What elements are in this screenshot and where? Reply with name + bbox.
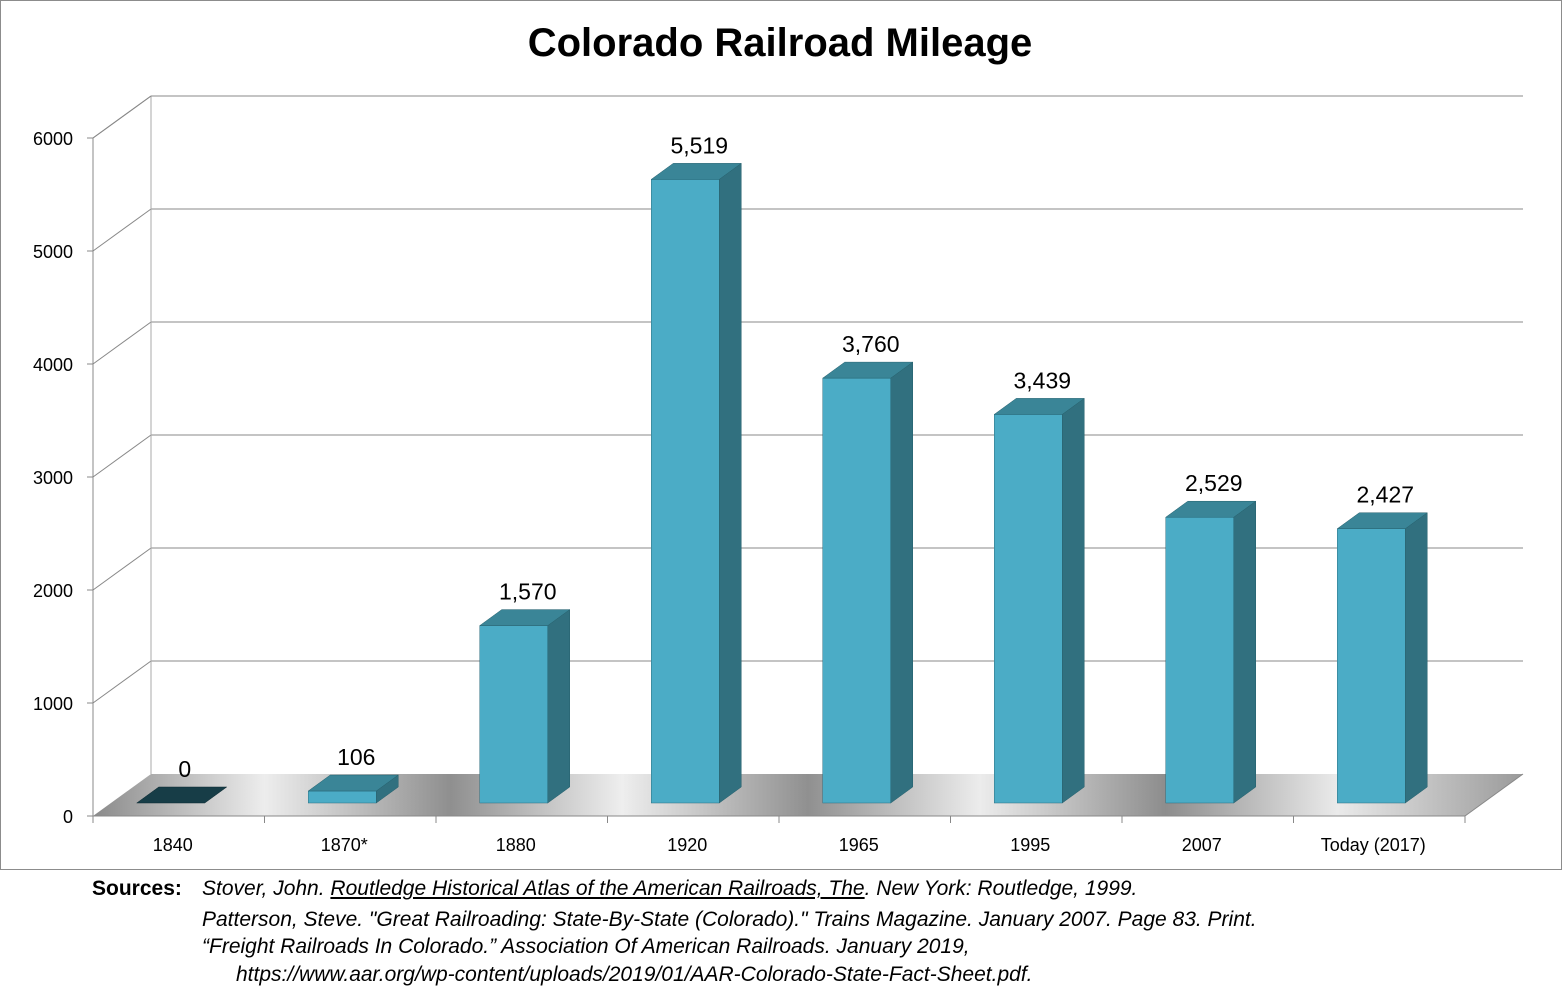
data-label: 0 bbox=[178, 756, 191, 782]
x-tick-label: 1920 bbox=[667, 835, 707, 855]
x-tick-label: 1840 bbox=[153, 835, 193, 855]
source-1-title: Routledge Historical Atlas of the Americ… bbox=[330, 877, 865, 900]
source-line-4: https://www.aar.org/wp-content/uploads/2… bbox=[236, 963, 1033, 986]
gridline-side bbox=[92, 95, 152, 139]
source-line-1: Stover, John. Routledge Historical Atlas… bbox=[202, 877, 1137, 901]
source-1-author: Stover, John. bbox=[202, 877, 331, 900]
data-label: 2,427 bbox=[1356, 482, 1414, 508]
bar-side bbox=[890, 361, 913, 804]
bar-top bbox=[821, 361, 914, 379]
bar-front bbox=[1337, 528, 1406, 804]
bar-top bbox=[993, 398, 1086, 415]
sources-label: Sources: bbox=[92, 877, 182, 900]
gridline-side bbox=[92, 434, 152, 478]
data-label: 2,529 bbox=[1185, 470, 1243, 496]
x-tick-label: 1995 bbox=[1010, 835, 1050, 855]
chart: Colorado Railroad Mileage 0 1000 2000 3000 40… bbox=[0, 0, 1562, 870]
bar-top bbox=[307, 774, 400, 792]
y-tick-label: 5000 bbox=[33, 242, 73, 262]
source-1-publisher: . New York: Routledge, 1999. bbox=[864, 877, 1138, 900]
bar-top bbox=[1164, 500, 1257, 518]
data-label: 1,570 bbox=[499, 579, 557, 605]
x-tick-label: 1870* bbox=[321, 835, 368, 855]
x-tick-label: Today (2017) bbox=[1321, 835, 1426, 855]
y-tick-label: 1000 bbox=[33, 694, 73, 714]
gridline-side bbox=[92, 208, 152, 252]
gridline-side bbox=[92, 660, 152, 704]
data-label: 3,760 bbox=[842, 331, 900, 357]
bar-side bbox=[719, 162, 742, 804]
y-tick-label: 3000 bbox=[33, 468, 73, 488]
bar-top bbox=[1336, 512, 1429, 529]
y-tick-label: 6000 bbox=[33, 129, 73, 149]
chart-frame: Colorado Railroad Mileage 0 1000 2000 3000 40… bbox=[0, 0, 1562, 870]
bar-front bbox=[651, 179, 720, 804]
bar-top bbox=[650, 163, 743, 180]
chart-floor bbox=[93, 774, 1523, 816]
y-tick-label: 0 bbox=[63, 807, 73, 827]
bar-side bbox=[547, 609, 570, 804]
y-tick-label: 4000 bbox=[33, 355, 73, 375]
gridline-side bbox=[92, 547, 152, 591]
bar-top bbox=[478, 609, 571, 626]
bar-front bbox=[1165, 516, 1234, 804]
data-label: 5,519 bbox=[670, 132, 728, 158]
x-tick-label: 1880 bbox=[496, 835, 536, 855]
x-tick-label: 1965 bbox=[839, 835, 879, 855]
bar-front bbox=[822, 377, 891, 804]
bar-side bbox=[1233, 500, 1256, 804]
bar-top bbox=[135, 786, 228, 804]
y-tick-label: 2000 bbox=[33, 581, 73, 601]
floor-edge bbox=[1464, 773, 1524, 817]
bar-side bbox=[1062, 397, 1085, 804]
x-tick-label: 2007 bbox=[1182, 835, 1222, 855]
bar-front bbox=[994, 414, 1063, 804]
data-label: 106 bbox=[337, 744, 375, 770]
bar-side bbox=[1405, 512, 1428, 804]
chart-title: Colorado Railroad Mileage bbox=[528, 21, 1033, 65]
bar-front bbox=[308, 790, 377, 804]
gridline-side bbox=[92, 321, 152, 365]
bar-front bbox=[479, 625, 548, 804]
data-label: 3,439 bbox=[1013, 367, 1071, 393]
source-line-3: “Freight Railroads In Colorado.” Associa… bbox=[202, 935, 970, 958]
source-line-2: Patterson, Steve. "Great Railroading: St… bbox=[202, 908, 1257, 931]
